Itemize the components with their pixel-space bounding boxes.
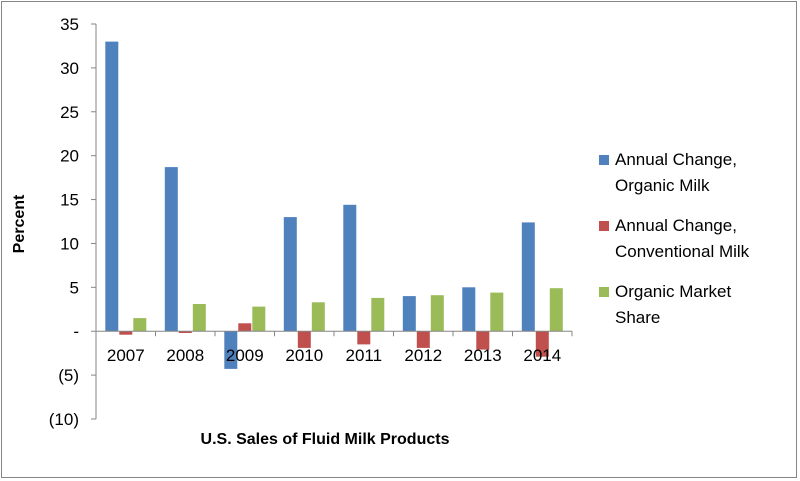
bar-series3-2007 — [133, 318, 147, 332]
bar-series1-2010 — [283, 217, 297, 332]
y-tick-label: 25 — [60, 103, 79, 122]
bar-series3-2011 — [371, 297, 385, 332]
legend-label-series3: Share — [615, 308, 660, 327]
x-tick-label-2007: 2007 — [107, 346, 145, 365]
y-tick-labels: 35 30 25 20 15 10 5 - (5) (10) — [49, 15, 79, 429]
y-tick-label: 5 — [70, 278, 79, 297]
bar-series2-2012 — [416, 331, 430, 348]
legend-label-series3: Organic Market — [615, 282, 731, 301]
x-tick-label-2010: 2010 — [285, 346, 323, 365]
x-tick-label-2009: 2009 — [226, 346, 264, 365]
x-tick-labels: 2007 2008 2009 2010 2011 2012 2013 2014 — [107, 346, 561, 365]
bar-series2-2014 — [535, 331, 549, 357]
y-tick-label: 10 — [60, 234, 79, 253]
x-tick-label-2008: 2008 — [166, 346, 204, 365]
bar-series3-2012 — [430, 295, 444, 332]
bar-series1-2013 — [462, 287, 476, 332]
legend-label-series1: Organic Milk — [615, 176, 710, 195]
x-tick-label-2011: 2011 — [346, 346, 383, 365]
legend-label-series1: Annual Change, — [615, 150, 737, 169]
bar-series1-2008 — [164, 167, 178, 332]
bar-series2-2013 — [476, 331, 490, 350]
y-tick-label: 20 — [60, 147, 79, 166]
y-tick-label: 15 — [60, 191, 79, 210]
axes-layer — [91, 23, 573, 420]
bar-series1-2007 — [105, 41, 119, 332]
legend-swatch-series3 — [599, 287, 609, 297]
legend-swatch-series1 — [599, 155, 609, 165]
bar-series1-2014 — [521, 222, 535, 332]
bar-series1-2012 — [402, 296, 416, 332]
x-tick-label-2014: 2014 — [523, 346, 561, 365]
bar-series2-2008 — [178, 331, 192, 333]
bar-series3-2013 — [490, 292, 504, 332]
legend-label-series2: Annual Change, — [615, 216, 737, 235]
bar-series2-2010 — [297, 331, 311, 348]
y-axis-title: Percent — [11, 194, 28, 253]
bar-series3-2008 — [192, 304, 206, 332]
bars-layer — [105, 41, 563, 369]
bar-series1-2011 — [343, 204, 357, 332]
bar-series2-2009 — [238, 323, 252, 332]
bar-series3-2010 — [311, 302, 325, 332]
y-tick-label: 35 — [60, 15, 79, 34]
legend-swatch-series2 — [599, 221, 609, 231]
bar-series2-2011 — [357, 331, 371, 345]
y-tick-label: (5) — [58, 366, 79, 385]
bar-series3-2014 — [549, 288, 563, 332]
x-tick-label-2012: 2012 — [404, 346, 442, 365]
legend: Annual Change, Organic Milk Annual Change,… — [599, 150, 750, 327]
y-tick-label: - — [73, 322, 79, 341]
legend-label-series2: Conventional Milk — [615, 242, 750, 261]
bar-series2-2007 — [119, 331, 133, 335]
x-tick-label-2013: 2013 — [464, 346, 502, 365]
bar-series3-2009 — [252, 306, 266, 332]
bar-series1-2009 — [224, 331, 238, 369]
y-tick-label: (10) — [49, 410, 79, 429]
y-tick-label: 30 — [60, 59, 79, 78]
x-axis-title: U.S. Sales of Fluid Milk Products — [201, 431, 450, 448]
